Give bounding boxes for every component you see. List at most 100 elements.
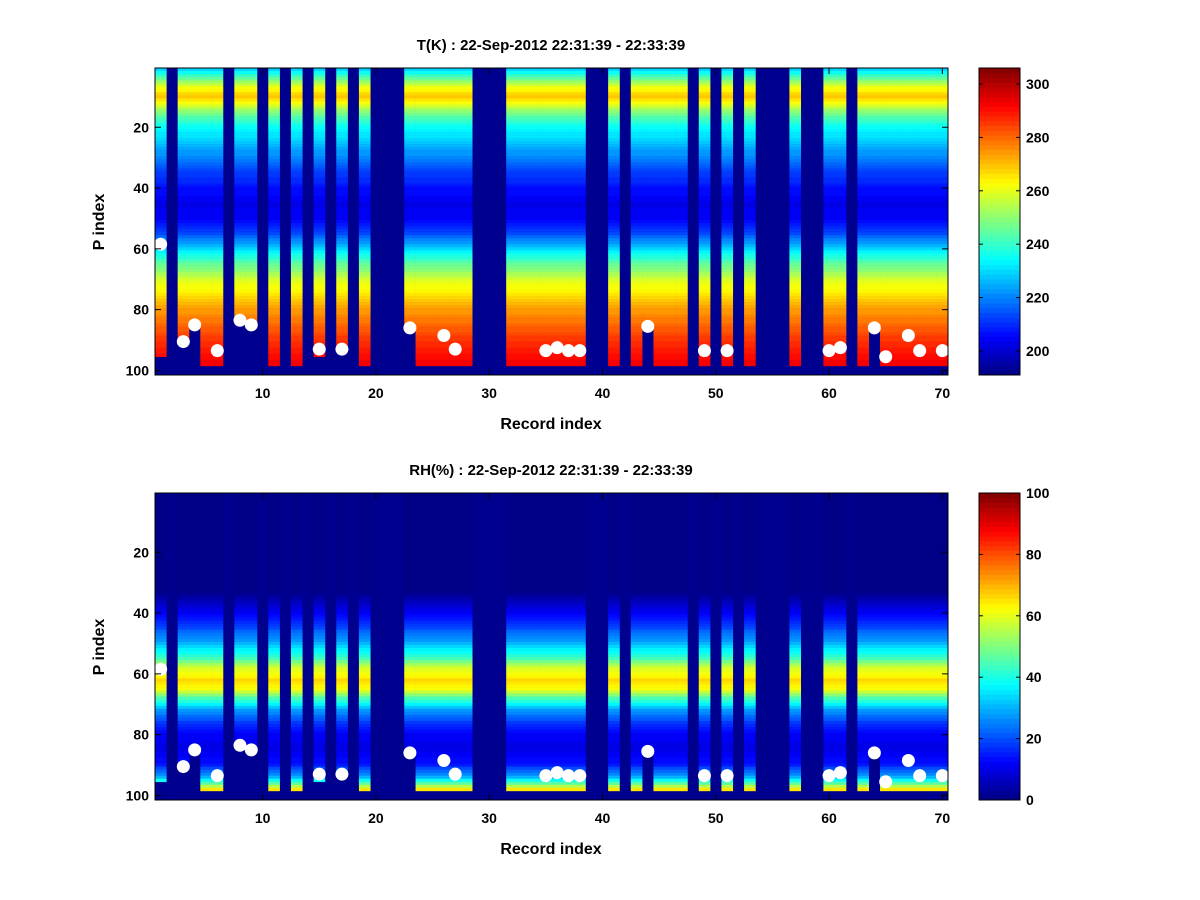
- heatmap-cell: [290, 742, 303, 752]
- heatmap-cell: [438, 599, 450, 603]
- heatmap-cell: [336, 493, 348, 594]
- heatmap-cell: [506, 95, 518, 99]
- heatmap-cell: [415, 74, 428, 78]
- heatmap-cell: [902, 219, 915, 224]
- heatmap-cell: [698, 207, 711, 221]
- heatmap-cell: [506, 283, 518, 291]
- heatmap-cell: [268, 162, 280, 166]
- heatmap-cell: [268, 74, 280, 78]
- heatmap-cell: [415, 493, 428, 594]
- heatmap-cell: [415, 86, 428, 90]
- heatmap-cell: [517, 332, 530, 336]
- heatmap-cell: [404, 635, 416, 640]
- heatmap-cell: [155, 699, 167, 704]
- heatmap-cell: [857, 292, 869, 297]
- heatmap-cell: [404, 104, 416, 108]
- heatmap-cell: [313, 110, 326, 114]
- heatmap-cell: [551, 201, 564, 209]
- heatmap-cell: [528, 608, 541, 612]
- heatmap-cell: [551, 292, 564, 297]
- heatmap-cell: [188, 638, 201, 643]
- heatmap-cell: [551, 165, 564, 169]
- heatmap-cell: [540, 244, 552, 248]
- heatmap-cell: [415, 666, 428, 670]
- heatmap-cell: [155, 341, 167, 348]
- heatmap-cell: [891, 247, 903, 251]
- heatmap-cell: [506, 593, 518, 597]
- heatmap-cell: [358, 778, 371, 783]
- heatmap-cell: [562, 195, 575, 203]
- heatmap-cell: [268, 727, 280, 731]
- heatmap-cell: [449, 660, 462, 664]
- heatmap-cell: [551, 629, 564, 634]
- heatmap-cell: [200, 651, 212, 655]
- heatmap-cell: [336, 317, 348, 324]
- heatmap-cell: [155, 711, 167, 716]
- heatmap-cell: [336, 672, 348, 676]
- heatmap-cell: [517, 259, 530, 263]
- heatmap-cell: [313, 201, 326, 209]
- heatmap-cell: [426, 696, 439, 700]
- heatmap-cell: [562, 781, 575, 786]
- heatmap-cell: [200, 147, 212, 151]
- heatmap-cell: [404, 699, 416, 704]
- heatmap-cell: [404, 259, 416, 263]
- heatmap-cell: [438, 283, 450, 291]
- heatmap-cell: [155, 280, 167, 285]
- heatmap-cell: [517, 77, 530, 81]
- heatmap-cell: [664, 201, 677, 209]
- heatmap-cell: [540, 699, 552, 704]
- heatmap-cell: [698, 113, 711, 117]
- heatmap-cell: [449, 235, 462, 239]
- heatmap-cell: [642, 137, 654, 142]
- heatmap-cell: [902, 265, 915, 269]
- heatmap-cell: [914, 274, 926, 279]
- heatmap-cell: [902, 359, 915, 367]
- heatmap-cell: [245, 654, 258, 658]
- heatmap-cell: [823, 323, 836, 327]
- heatmap-cell: [290, 605, 303, 609]
- heatmap-cell: [415, 608, 428, 612]
- heatmap-cell: [540, 702, 552, 707]
- heatmap-cell: [415, 250, 428, 254]
- heatmap-cell: [914, 250, 926, 254]
- heatmap-cell: [426, 751, 439, 758]
- heatmap-cell: [426, 632, 439, 637]
- heatmap-cell: [630, 74, 643, 78]
- heatmap-cell: [336, 289, 348, 294]
- heatmap-cell: [460, 195, 473, 203]
- heatmap-cell: [358, 150, 371, 157]
- heatmap-cell: [676, 317, 688, 324]
- heatmap-cell: [562, 332, 575, 336]
- heatmap-cell: [630, 232, 643, 236]
- heatmap-cell: [415, 207, 428, 221]
- heatmap-cell: [290, 608, 303, 612]
- heatmap-cell: [914, 314, 926, 318]
- heatmap-cell: [698, 177, 711, 184]
- heatmap-cell: [313, 274, 326, 279]
- heatmap-cell: [540, 238, 552, 242]
- heatmap-cell: [551, 235, 564, 239]
- heatmap-cell: [336, 177, 348, 184]
- heatmap-cell: [880, 253, 892, 257]
- heatmap-cell: [188, 219, 201, 224]
- heatmap-cell: [574, 223, 586, 227]
- heatmap-cell: [460, 250, 473, 254]
- heatmap-cell: [653, 262, 666, 266]
- heatmap-cell: [211, 784, 224, 789]
- heatmap-cell: [857, 128, 869, 133]
- heatmap-cell: [188, 116, 201, 120]
- heatmap-cell: [880, 159, 892, 163]
- heatmap-cell: [608, 308, 620, 315]
- heatmap-cell: [868, 201, 881, 209]
- heatmap-cell: [857, 250, 869, 254]
- heatmap-cell: [155, 602, 167, 606]
- heatmap-cell: [268, 159, 280, 163]
- heatmap-cell: [404, 274, 416, 279]
- heatmap-cell: [358, 323, 371, 327]
- heatmap-cell: [313, 83, 326, 87]
- heatmap-cell: [155, 347, 167, 355]
- heatmap-cell: [868, 308, 881, 315]
- heatmap-cell: [155, 165, 167, 169]
- heatmap-cell: [426, 253, 439, 257]
